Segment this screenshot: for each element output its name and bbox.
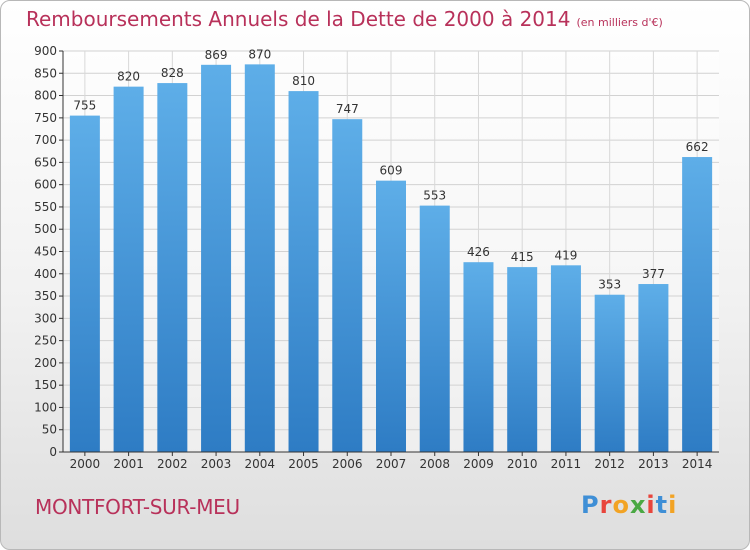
bar-2007 — [376, 180, 406, 452]
bar-2004 — [244, 64, 275, 452]
bar-2008 — [419, 205, 450, 452]
y-tick-label: 750 — [34, 111, 57, 125]
bar-2011 — [550, 265, 581, 452]
y-tick-label: 250 — [34, 334, 57, 348]
x-tick-label-2012: 2012 — [594, 457, 625, 471]
axes: 0 50 100 150 200 250 300 350 400 450 500 550 600 650 7… — [34, 44, 719, 471]
y-tick-label: 350 — [34, 289, 57, 303]
x-tick-label-2000: 2000 — [70, 457, 101, 471]
x-tick-label-2010: 2010 — [507, 457, 538, 471]
x-tick-label-2001: 2001 — [113, 457, 144, 471]
bar-2012 — [594, 294, 625, 452]
x-tick-label-2007: 2007 — [376, 457, 407, 471]
x-tick-label-2011: 2011 — [551, 457, 582, 471]
y-tick-label: 100 — [34, 400, 57, 414]
bar-2013 — [638, 284, 669, 452]
bar-2009 — [463, 262, 494, 452]
y-tick-label: 650 — [34, 155, 57, 169]
y-tick-label: 0 — [49, 445, 57, 459]
bars — [69, 64, 713, 453]
y-tick-label: 550 — [34, 200, 57, 214]
y-tick-label: 600 — [34, 178, 57, 192]
x-tick-label-2014: 2014 — [682, 457, 713, 471]
x-tick-label-2003: 2003 — [201, 457, 232, 471]
value-label-2008: 553 — [423, 189, 446, 203]
value-label-2005: 810 — [292, 74, 315, 88]
chart-title: Remboursements Annuels de la Dette de 20… — [26, 7, 663, 31]
value-label-2000: 755 — [73, 99, 96, 113]
bar-2006 — [332, 119, 363, 453]
bar-2000 — [69, 115, 100, 452]
commune-name: MONTFORT-SUR-MEU — [35, 495, 240, 519]
bar-2014 — [682, 157, 713, 452]
value-label-2012: 353 — [598, 278, 621, 292]
x-tick-label-2002: 2002 — [157, 457, 188, 471]
bar-2003 — [201, 64, 232, 452]
proxiti-logo: Proxiti — [581, 491, 678, 519]
value-label-2006: 747 — [336, 102, 359, 116]
y-tick-label: 400 — [34, 267, 57, 281]
value-labels: 755 820 828 869 870 810 747 609 553 426 415 419 353 3… — [73, 47, 708, 291]
value-label-2011: 419 — [554, 248, 577, 262]
y-tick-label: 900 — [34, 44, 57, 58]
bar-2005 — [288, 91, 319, 452]
x-tick-label-2013: 2013 — [638, 457, 669, 471]
x-tick-label-2009: 2009 — [463, 457, 494, 471]
bar-2001 — [113, 86, 144, 453]
x-tick-label-2004: 2004 — [245, 457, 276, 471]
y-tick-label: 700 — [34, 133, 57, 147]
value-label-2010: 415 — [511, 250, 534, 264]
x-tick-label-2006: 2006 — [332, 457, 363, 471]
y-tick-label: 200 — [34, 356, 57, 370]
y-tick-label: 800 — [34, 89, 57, 103]
value-label-2004: 870 — [248, 47, 271, 61]
value-label-2013: 377 — [642, 267, 665, 281]
value-label-2014: 662 — [686, 140, 709, 154]
value-label-2001: 820 — [117, 70, 140, 84]
x-tick-label-2008: 2008 — [419, 457, 450, 471]
chart-title-text: Remboursements Annuels de la Dette de 20… — [26, 7, 571, 31]
bar-2010 — [507, 267, 538, 452]
y-tick-label: 150 — [34, 378, 57, 392]
bar-2002 — [157, 83, 188, 452]
value-label-2007: 609 — [380, 164, 403, 178]
unit-note: (en milliers d'€) — [576, 16, 663, 29]
y-tick-label: 450 — [34, 245, 57, 259]
value-label-2002: 828 — [161, 66, 184, 80]
y-tick-label: 50 — [42, 423, 57, 437]
value-label-2003: 869 — [205, 48, 228, 62]
x-tick-label-2005: 2005 — [288, 457, 319, 471]
y-tick-label: 300 — [34, 311, 57, 325]
y-tick-label: 500 — [34, 222, 57, 236]
value-label-2009: 426 — [467, 245, 490, 259]
y-tick-label: 850 — [34, 66, 57, 80]
